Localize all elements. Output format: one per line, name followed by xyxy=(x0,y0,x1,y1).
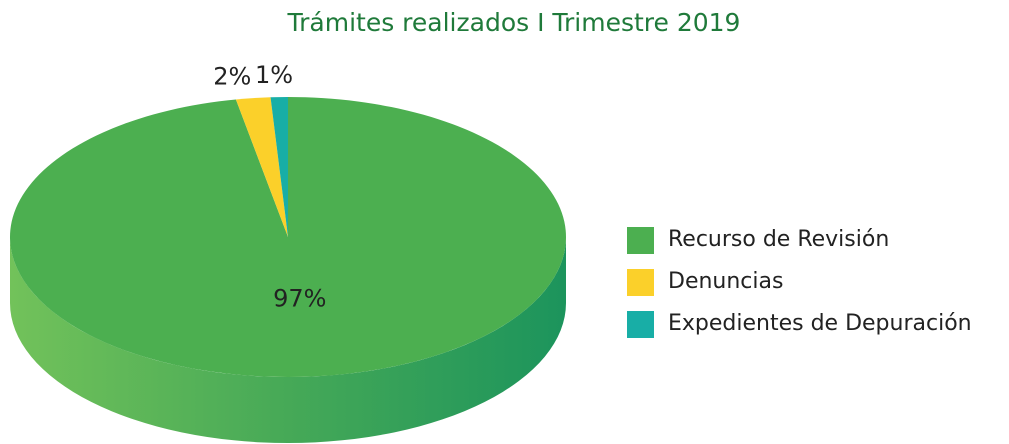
data-label: 1% xyxy=(255,61,293,89)
legend-swatch xyxy=(627,227,654,254)
pie-slice xyxy=(270,97,288,237)
legend-label: Expedientes de Depuración xyxy=(668,311,972,336)
pie-slice xyxy=(235,97,288,237)
legend-swatch xyxy=(627,311,654,338)
pie-side xyxy=(10,237,566,443)
data-label: 2% xyxy=(213,62,251,90)
data-label: 97% xyxy=(273,285,326,313)
chart-title: Trámites realizados I Trimestre 2019 xyxy=(287,8,741,37)
legend-label: Recurso de Revisión xyxy=(668,227,889,252)
pie-slice xyxy=(9,97,566,377)
legend-label: Denuncias xyxy=(668,269,783,294)
legend-swatch xyxy=(627,269,654,296)
